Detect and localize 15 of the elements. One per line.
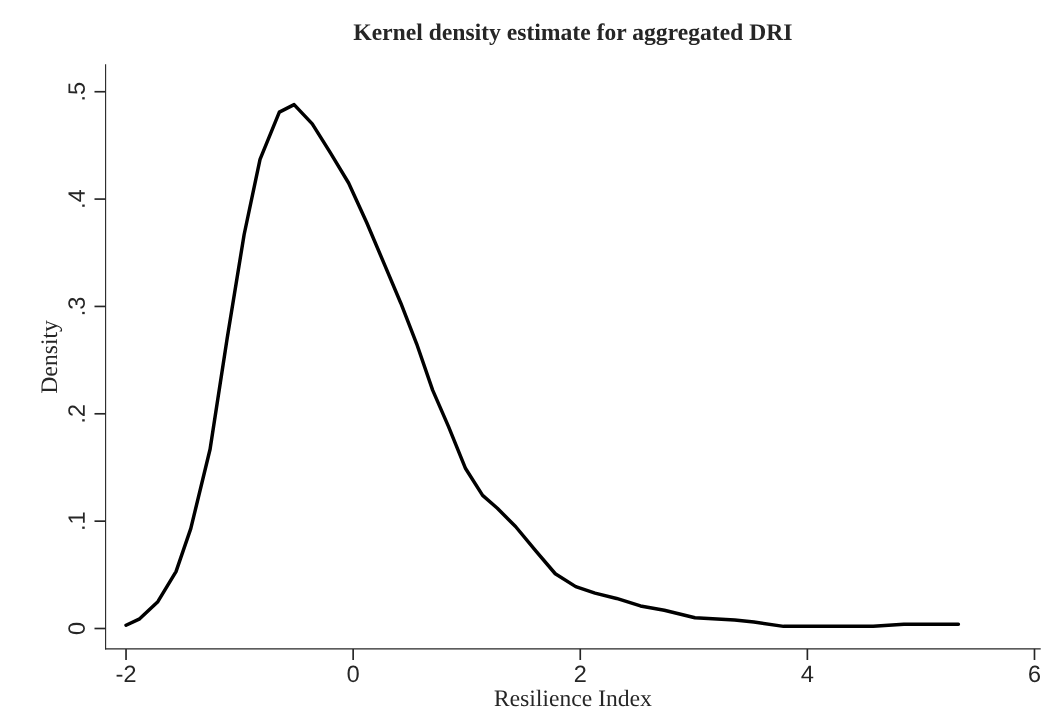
chart-title: Kernel density estimate for aggregated DRI xyxy=(353,23,792,46)
x-tick-label: -2 xyxy=(116,665,136,682)
x-axis-title: Resilience Index xyxy=(494,689,652,707)
y-tick-label: .3 xyxy=(68,297,85,315)
y-tick-label: .4 xyxy=(68,189,85,207)
x-tick-label: 0 xyxy=(347,665,359,683)
line-series xyxy=(124,102,961,629)
y-tick-label: 0 xyxy=(68,622,85,635)
y-axis-title: Density xyxy=(41,320,63,393)
x-tick-label: 2 xyxy=(574,665,586,682)
x-tick-label: 4 xyxy=(801,665,814,682)
x-tick-label: 6 xyxy=(1029,665,1041,683)
y-tick-label: .1 xyxy=(68,512,85,529)
y-tick-label: .5 xyxy=(68,82,85,100)
y-tick-label: .2 xyxy=(68,405,85,422)
